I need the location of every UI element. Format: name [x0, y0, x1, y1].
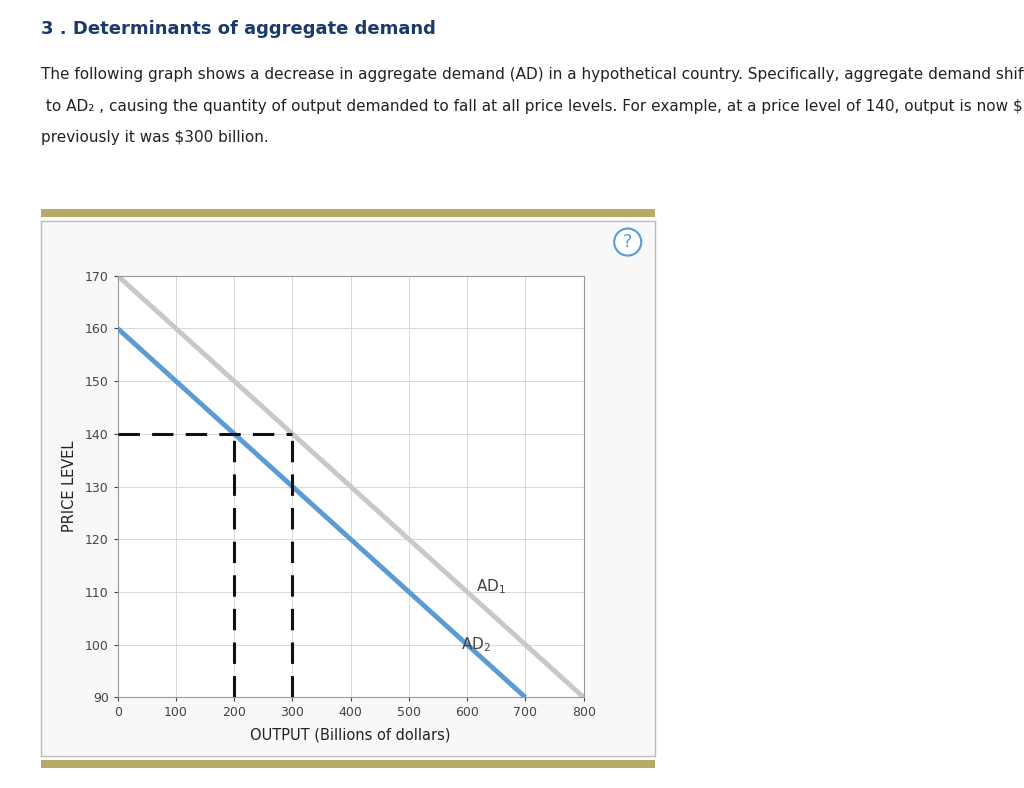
Text: previously it was $300 billion.: previously it was $300 billion. — [41, 130, 268, 145]
Text: AD$_1$: AD$_1$ — [476, 578, 506, 596]
Text: AD$_2$: AD$_2$ — [462, 635, 492, 654]
Text: 3 . Determinants of aggregate demand: 3 . Determinants of aggregate demand — [41, 20, 436, 38]
Y-axis label: PRICE LEVEL: PRICE LEVEL — [61, 441, 77, 532]
Text: The following graph shows a decrease in aggregate demand (AD) in a hypothetical : The following graph shows a decrease in … — [41, 67, 1024, 82]
X-axis label: OUTPUT (Billions of dollars): OUTPUT (Billions of dollars) — [251, 728, 451, 743]
Text: to AD₂ , causing the quantity of output demanded to fall at all price levels. Fo: to AD₂ , causing the quantity of output … — [41, 98, 1024, 113]
Text: ?: ? — [623, 233, 633, 251]
